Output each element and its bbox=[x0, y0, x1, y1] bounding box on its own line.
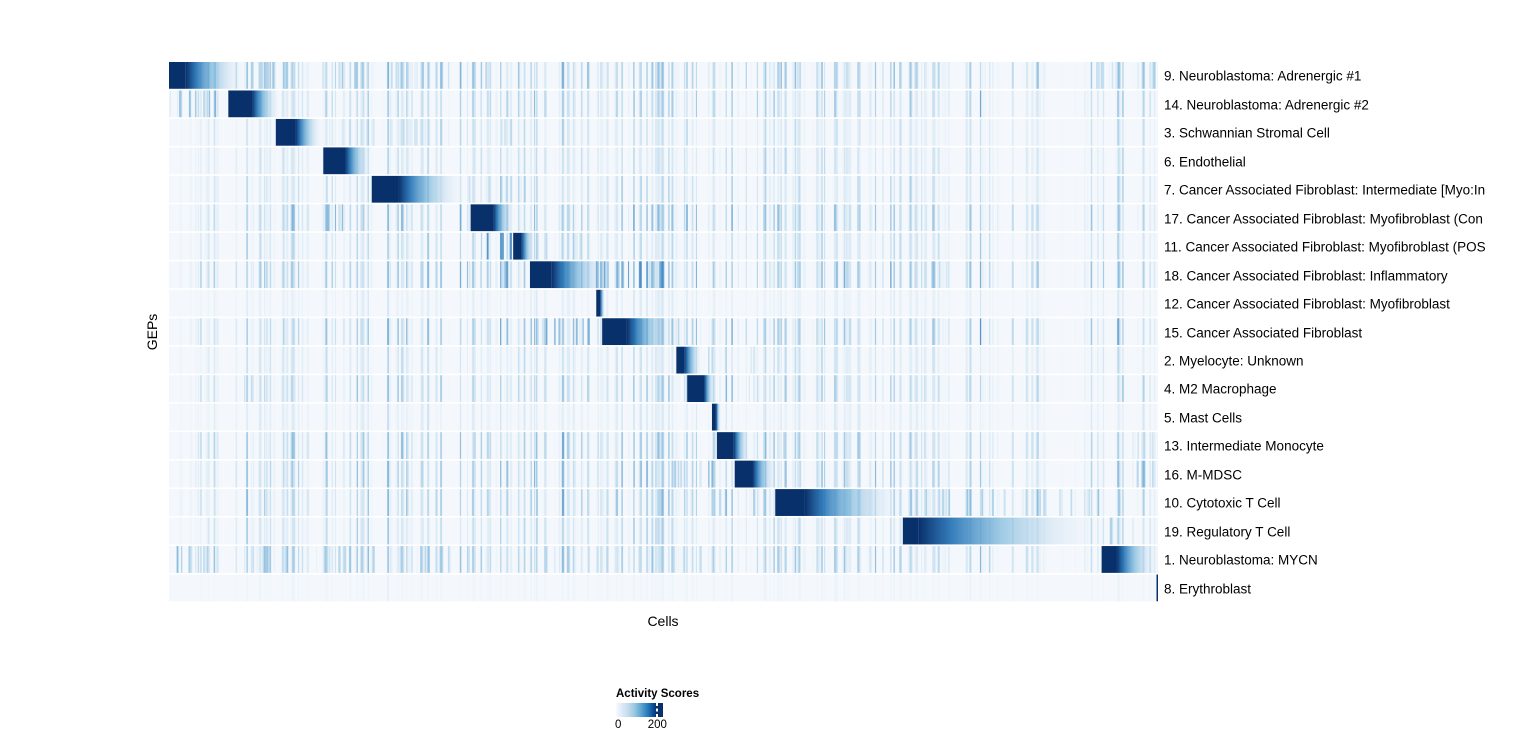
row-label-13: 5. Mast Cells bbox=[1164, 410, 1243, 426]
y-axis-label: GEPs bbox=[144, 313, 160, 351]
legend-tick bbox=[656, 703, 659, 717]
row-label-4: 6. Endothelial bbox=[1164, 154, 1246, 170]
legend-title: Activity Scores bbox=[616, 688, 700, 700]
row-label-16: 10. Cytotoxic T Cell bbox=[1164, 495, 1281, 511]
row-label-10: 15. Cancer Associated Fibroblast bbox=[1164, 325, 1363, 340]
row-label-15: 16. M-MDSC bbox=[1164, 467, 1243, 483]
legend-min-label: 0 bbox=[615, 719, 622, 731]
legend-labels: 0 200 bbox=[615, 719, 736, 733]
row-label-12: 4. M2 Macrophage bbox=[1164, 381, 1277, 397]
row-label-9: 12. Cancer Associated Fibroblast: Myofib… bbox=[1164, 296, 1450, 312]
row-label-3: 3. Schwannian Stromal Cell bbox=[1164, 125, 1330, 141]
row-label-2: 14. Neuroblastoma: Adrenergic #2 bbox=[1164, 97, 1369, 113]
row-label-11: 2. Myelocyte: Unknown bbox=[1164, 353, 1304, 369]
legend-gradient-bar bbox=[616, 703, 663, 717]
row-label-18: 1. Neuroblastoma: MYCN bbox=[1164, 552, 1318, 568]
colorbar-legend: Activity Scores 0 200 bbox=[615, 688, 736, 733]
row-label-8: 18. Cancer Associated Fibroblast: Inflam… bbox=[1164, 268, 1448, 284]
heatmap-canvas bbox=[169, 62, 1158, 603]
row-label-7: 11. Cancer Associated Fibroblast: Myofib… bbox=[1164, 239, 1486, 255]
row-label-17: 19. Regulatory T Cell bbox=[1164, 524, 1291, 540]
row-label-1: 9. Neuroblastoma: Adrenergic #1 bbox=[1164, 68, 1362, 84]
row-label-5: 7. Cancer Associated Fibroblast: Interme… bbox=[1164, 182, 1486, 198]
row-label-14: 13. Intermediate Monocyte bbox=[1164, 438, 1324, 454]
legend-tick-label: 200 bbox=[647, 719, 667, 731]
x-axis-label: Cells bbox=[647, 613, 679, 629]
row-label-6: 17. Cancer Associated Fibroblast: Myofib… bbox=[1164, 211, 1483, 227]
row-label-19: 8. Erythroblast bbox=[1164, 581, 1252, 597]
